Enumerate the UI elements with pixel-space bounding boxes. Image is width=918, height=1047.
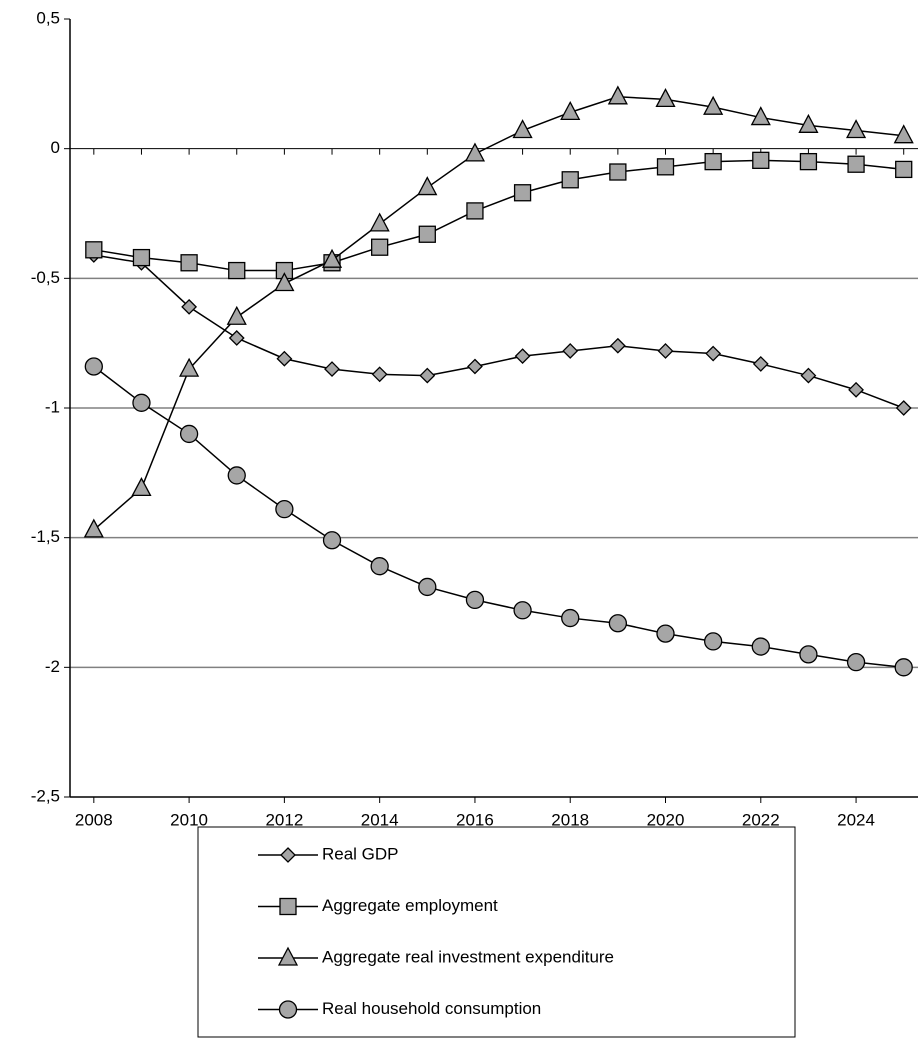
data-point [465,590,485,610]
data-point [847,155,865,173]
y-tick-label: -1,5 [31,527,60,546]
legend-label: Aggregate real investment expenditure [322,947,614,966]
series-line [93,254,904,409]
data-point [466,202,484,220]
x-tick-label: 2024 [837,810,875,829]
legend-marker [277,946,299,966]
data-point [274,272,295,292]
data-point [369,212,390,232]
data-point [750,106,771,126]
data-point [846,652,866,672]
data-point [752,355,769,372]
data-point [562,343,579,359]
data-point [560,100,581,121]
data-point [321,248,343,268]
data-point [276,350,293,367]
data-point [704,152,722,171]
data-point [656,158,675,176]
x-tick-label: 2010 [170,810,208,829]
data-point [371,238,389,256]
data-point [370,557,389,576]
series-line [93,159,904,272]
x-tick-label: 2014 [361,810,399,829]
legend-marker [279,897,297,916]
data-point [798,113,819,133]
data-point [894,658,913,677]
data-point [895,400,912,416]
data-point [799,645,818,664]
data-point [84,357,103,376]
data-point [655,88,676,108]
data-point [228,261,246,280]
data-point [845,119,867,139]
data-point [324,361,340,378]
data-point [132,248,151,267]
data-point [227,466,246,485]
data-point [371,366,388,383]
y-tick-label: -1 [45,397,60,416]
legend-label: Aggregate employment [322,896,498,915]
data-point [179,357,200,377]
data-point [799,152,818,171]
data-point [419,367,436,384]
y-tick-label: 0,5 [36,8,60,27]
data-point [417,176,438,196]
data-point [418,225,436,243]
data-point [180,254,198,272]
data-point [418,577,437,597]
data-point [131,477,152,497]
data-point [895,160,913,179]
data-point [800,367,817,384]
y-tick-label: -0,5 [31,268,60,287]
data-point [512,119,533,139]
data-point [514,348,531,365]
data-point [132,393,151,412]
data-point [561,608,580,628]
data-point [275,499,294,519]
data-point [83,518,104,538]
y-tick-label: -2,5 [31,786,60,805]
legend-marker [280,847,296,863]
data-point [467,358,483,375]
data-point [848,381,864,398]
legend-label: Real household consumption [322,999,541,1018]
data-point [513,601,532,620]
data-point [228,330,245,346]
legend-label: Real GDP [322,844,399,863]
data-point [657,343,674,359]
x-tick-label: 2016 [456,810,494,829]
data-point [561,171,579,189]
data-point [656,624,675,643]
data-point [608,614,628,633]
series-line [93,96,904,531]
data-point [607,85,628,105]
legend-marker [278,1000,298,1019]
data-point [705,345,722,362]
data-point [181,298,198,315]
x-tick-label: 2018 [551,810,589,829]
data-point [226,305,247,325]
data-point [703,632,723,651]
x-tick-label: 2020 [647,810,685,829]
x-tick-label: 2022 [742,810,780,829]
data-point [179,424,199,444]
data-point [322,531,342,550]
data-point [751,637,770,656]
x-tick-label: 2012 [265,810,303,829]
legend-box [197,826,796,1038]
y-tick-label: -2 [45,657,60,676]
data-point [893,124,914,144]
data-point [513,184,532,202]
data-point [85,241,103,259]
data-point [609,163,627,181]
data-point [752,151,770,169]
data-point [464,142,486,162]
y-tick-label: 0 [51,138,60,157]
data-point [609,337,626,354]
x-tick-label: 2008 [75,810,113,829]
series-line [93,365,904,669]
data-point [703,95,724,115]
